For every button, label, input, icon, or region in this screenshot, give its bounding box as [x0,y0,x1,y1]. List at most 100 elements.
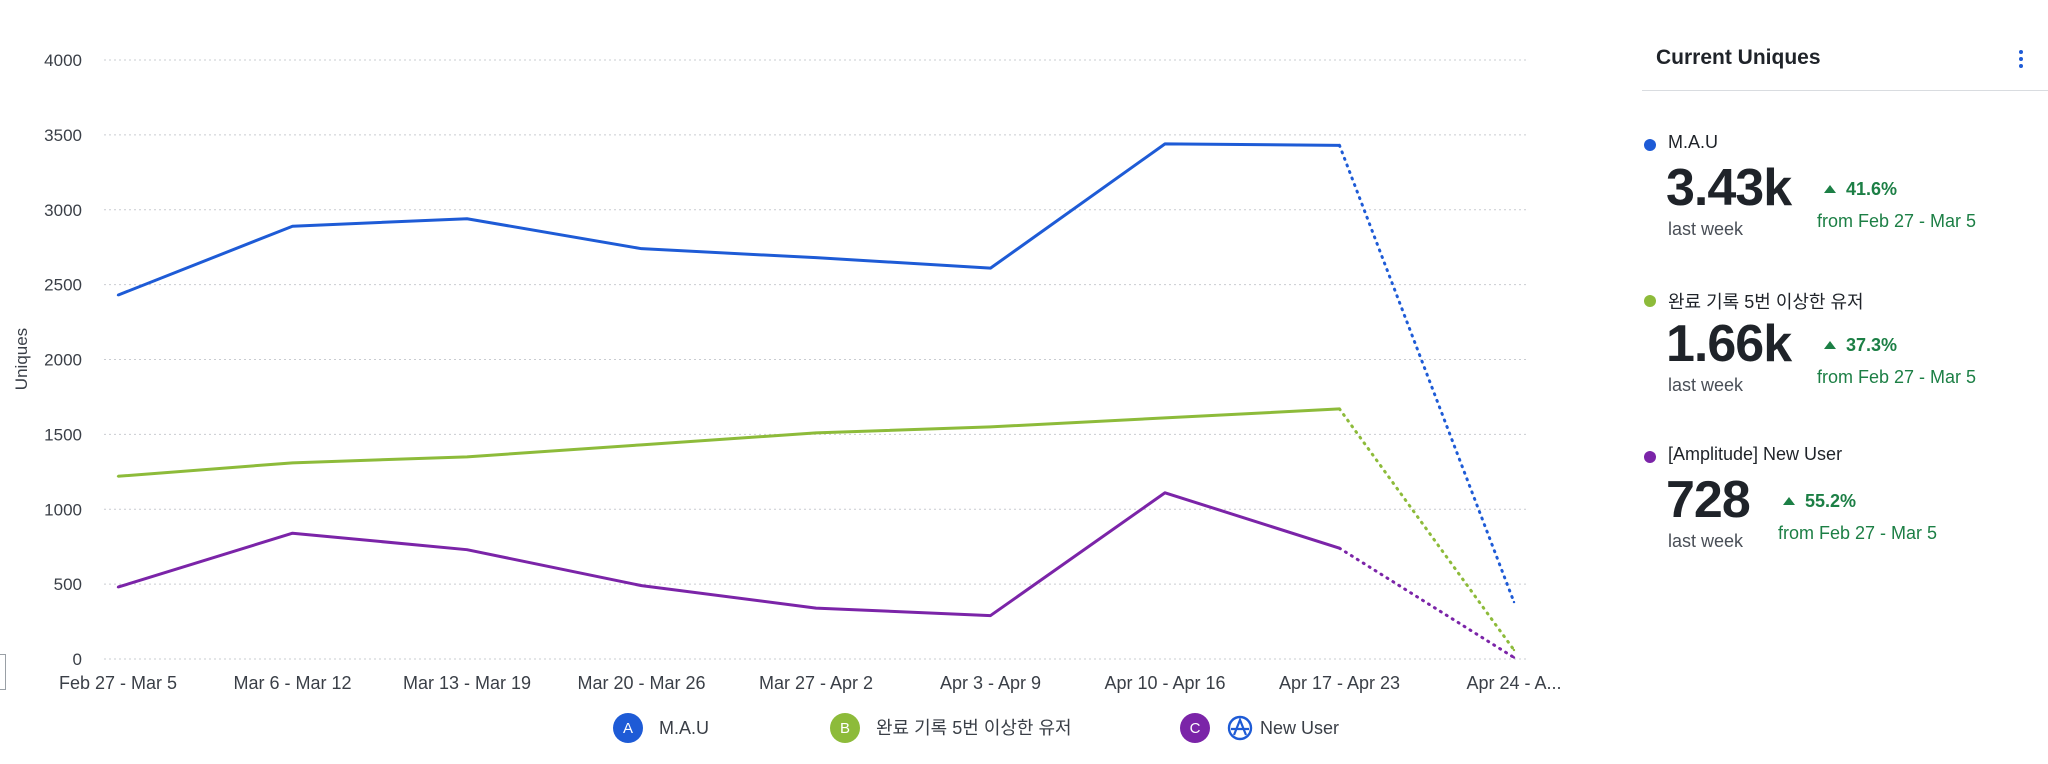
metric-name: M.A.U [1668,132,1719,152]
data-point[interactable] [291,225,294,228]
current-uniques-panel: Current Uniques M.A.U 3.43k last week 41.6%… [1642,0,2048,764]
x-tick-label: Mar 20 - Mar 26 [577,673,705,693]
data-point[interactable] [116,293,120,297]
x-tick-label: Feb 27 - Mar 5 [59,673,177,693]
data-point[interactable] [1512,648,1516,652]
metric-card[interactable]: 완료 기록 5번 이상한 유저 1.66k last week 37.3% from F… [1642,284,2048,434]
x-tick-label: Apr 10 - Apr 16 [1104,673,1225,693]
series-color-dot [1644,139,1656,151]
legend[interactable]: A M.A.U B 완료 기록 5번 이상한 유저 C New User [613,713,1339,743]
data-point[interactable] [814,431,818,435]
data-point[interactable] [1338,144,1341,147]
metric-change: 37.3% [1824,335,1897,356]
y-tick-label: 1500 [44,425,82,444]
data-point[interactable] [465,455,469,459]
series-line[interactable] [117,407,1340,478]
legend-label: M.A.U [659,718,709,738]
data-point[interactable] [291,461,294,465]
series-b [116,407,1516,652]
legend-label: New User [1260,718,1339,738]
legend-badge [830,713,860,743]
legend-badge-letter: B [840,720,850,737]
x-tick-label: Apr 3 - Apr 9 [940,673,1041,693]
x-tick-label: Mar 13 - Mar 19 [403,673,531,693]
series-incomplete-segment [1338,407,1516,652]
y-tick-label: 3000 [44,201,82,220]
metric-value: 3.43k [1666,159,1792,217]
data-point[interactable] [465,217,469,220]
y-tick-label: 500 [54,575,82,594]
y-tick-label: 1000 [44,500,82,519]
data-point[interactable] [1338,546,1341,550]
panel-title: Current Uniques [1656,46,1821,69]
chart-svg: 0 500 1000 1500 2000 2500 3000 3500 4000 Feb 27 … [12,51,1560,743]
up-triangle-icon [1783,497,1795,505]
metric-period: last week [1668,531,1744,551]
data-point[interactable] [1512,656,1516,659]
series-color-dot [1644,451,1656,463]
up-triangle-icon [1824,185,1836,193]
y-tick-label: 2500 [44,276,82,295]
data-point[interactable] [814,606,818,610]
x-tick-label: Mar 6 - Mar 12 [233,673,351,693]
series-lines [116,142,1516,660]
y-tick-label: 2000 [44,351,82,370]
series-color-dot [1644,295,1656,307]
data-point[interactable] [116,585,120,589]
series-line[interactable] [117,142,1340,297]
y-tick-label: 4000 [44,51,82,70]
data-point[interactable] [1163,142,1167,146]
metric-card[interactable]: [Amplitude] New User 728 last week 55.2% fro… [1642,440,2048,590]
line-chart: 0 500 1000 1500 2000 2500 3000 3500 4000 Feb 27 … [0,51,1560,743]
metric-name: [Amplitude] New User [1668,444,1843,464]
series-incomplete-segment [1338,546,1516,660]
data-point[interactable] [116,475,120,478]
data-point[interactable] [640,247,643,250]
legend-badge-letter: A [623,720,633,737]
up-triangle-icon [1824,341,1836,349]
x-axis-ticks: Feb 27 - Mar 5 Mar 6 - Mar 12 Mar 13 - Mar… [59,673,1560,693]
data-point[interactable] [989,425,992,429]
y-tick-label: 0 [73,650,82,669]
metric-card[interactable]: M.A.U 3.43k last week 41.6% from Feb 27 - Ma… [1642,128,2048,278]
data-point[interactable] [1512,600,1516,604]
data-point[interactable] [291,532,294,535]
gridlines [104,59,1528,660]
y-axis-label: Uniques [12,328,31,390]
data-point[interactable] [465,548,469,551]
legend-item-a[interactable]: A M.A.U [613,713,709,743]
data-point[interactable] [814,256,818,259]
series-line[interactable] [117,491,1340,618]
metric-value: 728 [1666,471,1751,529]
data-point[interactable] [989,266,992,270]
data-point[interactable] [640,584,643,587]
metric-change: 55.2% [1783,491,1856,512]
metric-comparison: from Feb 27 - Mar 5 [1778,523,1938,543]
x-tick-label: Mar 27 - Apr 2 [759,673,873,693]
data-point[interactable] [640,443,643,447]
data-point[interactable] [1163,491,1167,494]
series-a [116,142,1516,604]
metric-period: last week [1668,375,1744,395]
amplitude-icon [1227,715,1253,741]
x-tick-label: Apr 17 - Apr 23 [1279,673,1400,693]
data-point[interactable] [989,614,992,617]
metric-name: 완료 기록 5번 이상한 유저 [1668,292,1864,312]
series-incomplete-segment [1338,143,1516,604]
metric-comparison: from Feb 27 - Mar 5 [1817,367,1977,387]
metric-comparison: from Feb 27 - Mar 5 [1817,211,1977,231]
data-point[interactable] [1338,407,1341,411]
legend-item-c[interactable]: C New User [1180,713,1339,743]
data-point[interactable] [1163,416,1167,420]
legend-badge [1180,713,1210,743]
legend-label: 완료 기록 5번 이상한 유저 [876,718,1072,738]
y-tick-label: 3500 [44,126,82,145]
metric-value: 1.66k [1666,315,1792,373]
metric-change-value: 55.2% [1805,491,1857,511]
y-axis-ticks: 0 500 1000 1500 2000 2500 3000 3500 4000 [44,51,82,669]
metric-change-value: 37.3% [1846,335,1898,355]
metric-period: last week [1668,219,1744,239]
panel-divider [1642,90,2048,91]
vertical-ellipsis-icon[interactable] [2018,50,2024,72]
legend-item-b[interactable]: B 완료 기록 5번 이상한 유저 [830,713,1072,743]
